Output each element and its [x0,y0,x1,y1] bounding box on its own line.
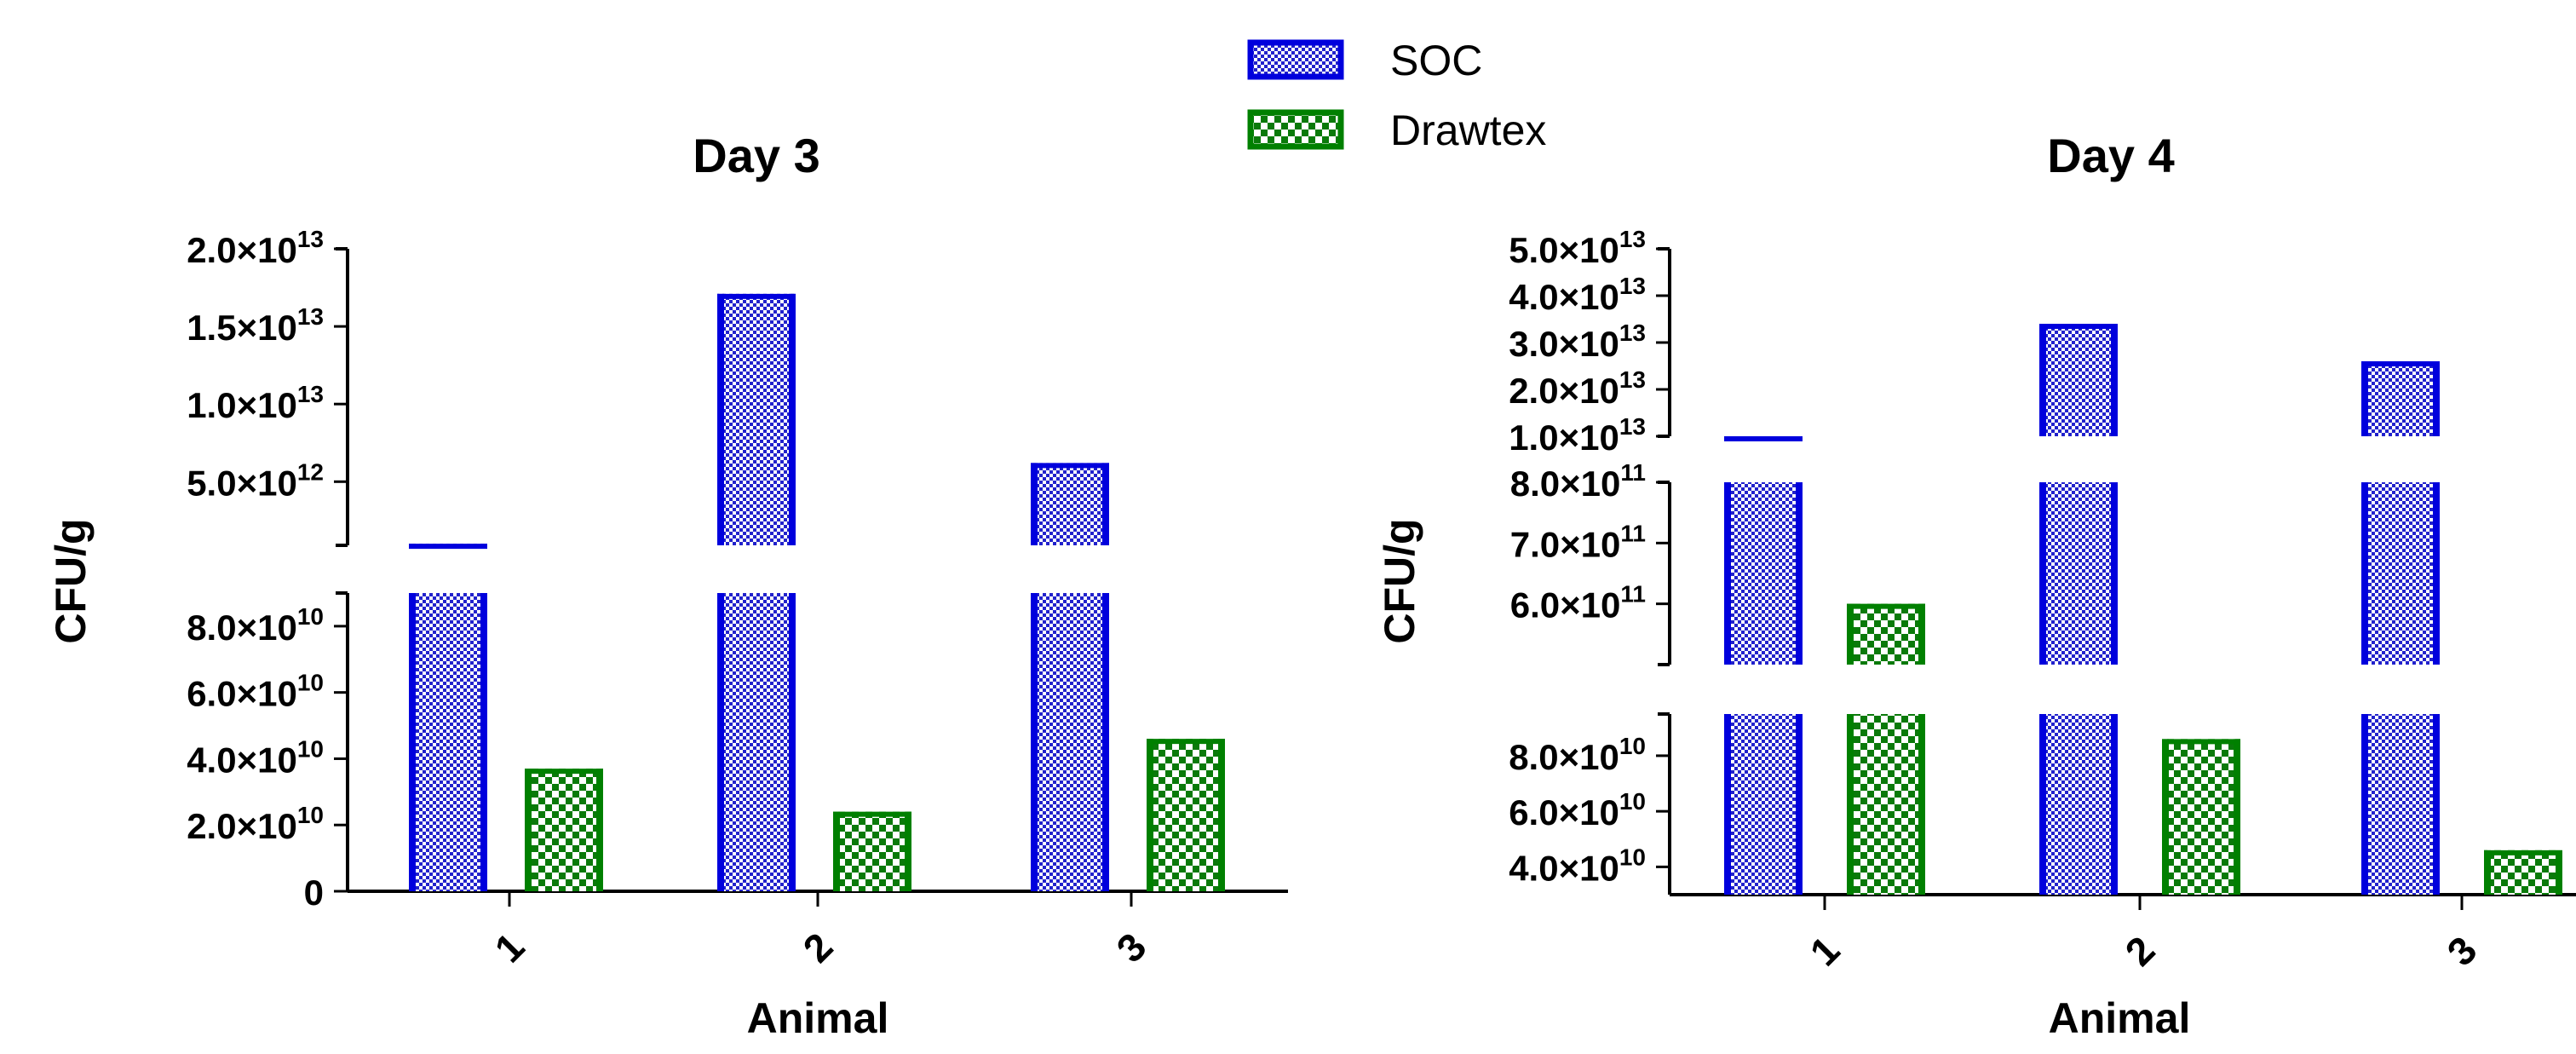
bars-day4 [1724,324,2562,895]
bar-drawtex-animal-1 [1847,714,1925,895]
y-tick-label: 3.0×1013 [1509,320,1646,364]
y-tick-label: 2.0×1010 [187,802,324,846]
bar-soc-animal-3 [1031,593,1109,891]
ylabel-day4: CFU/g [1376,518,1423,643]
x-tick-label: 2 [795,924,842,971]
ylabel-day3: CFU/g [47,518,95,643]
xlabel-day4: Animal [2049,994,2191,1042]
bar-soc-animal-1 [1724,482,1803,665]
y-tick-label: 4.0×1010 [187,735,324,780]
y-tick-label: 6.0×1011 [1510,581,1646,625]
y-tick-label: 7.0×1011 [1510,520,1646,564]
y-tick-label: 1.0×1013 [187,381,324,425]
chart-day3: Day 3 CFU/g Animal 0 2.0×1010 4.0×1010 6.0×… [47,129,1288,1042]
y-tick-label: 5.0×1013 [1509,226,1646,270]
y-tick-label: 5.0×1012 [187,458,324,503]
bar-soc-animal-3 [1031,463,1109,545]
xlabel-day3: Animal [747,994,889,1042]
bar-drawtex-animal-3 [2484,850,2562,895]
x-tick-label: 1 [1802,928,1849,975]
bars-day3 [409,293,1225,891]
x-tick-label: 3 [1108,924,1155,971]
x-tick-label: 3 [2439,928,2486,975]
axes-day4: 4.0×1010 6.0×1010 8.0×1010 6.0×1011 7.0×1011… [1509,226,2576,974]
bar-soc-animal-3 [2361,482,2440,665]
bar-drawtex-animal-3 [1147,739,1225,891]
bar-soc-animal-2 [717,593,796,891]
x-tick-label: 1 [486,924,533,971]
legend-label-soc: SOC [1390,37,1482,84]
bar-drawtex-animal-1 [1847,603,1925,665]
y-tick-label: 4.0×1013 [1509,273,1646,317]
bar-soc-animal-1 [409,593,487,891]
chart-title-day4: Day 4 [2047,129,2174,182]
y-tick-label: 1.0×1013 [1509,413,1646,458]
y-tick-label: 8.0×1010 [1509,733,1646,777]
legend-swatch-soc [1247,39,1344,80]
bar-drawtex-animal-2 [833,811,911,891]
chart-title-day3: Day 3 [693,129,819,182]
bar-drawtex-animal-2 [2162,739,2240,895]
y-tick-label: 6.0×1010 [187,670,324,714]
legend: SOC Drawtex [1247,37,1546,154]
legend-swatch-drawtex [1247,109,1344,150]
bar-soc-animal-1 [1724,714,1803,895]
y-tick-label: 2.0×1013 [1509,366,1646,411]
y-tick-label: 8.0×1010 [187,603,324,648]
y-tick-label: 2.0×1013 [187,226,324,270]
bar-drawtex-animal-1 [525,769,603,891]
chart-day4: Day 4 CFU/g Animal 4.0×1010 6.0×1010 8.0×1… [1376,129,2576,1042]
legend-label-drawtex: Drawtex [1390,107,1546,154]
x-tick-label: 2 [2117,928,2164,975]
bar-soc-animal-3 [2361,361,2440,436]
y-tick-label: 8.0×1011 [1510,459,1646,504]
bar-soc-animal-2 [2039,482,2118,665]
y-tick-label: 0 [304,873,324,913]
bar-soc-animal-2 [2039,324,2118,436]
bar-soc-animal-2 [2039,714,2118,895]
y-tick-label: 1.5×1013 [187,303,324,348]
y-tick-label: 6.0×1010 [1509,788,1646,832]
y-tick-label: 4.0×1010 [1509,844,1646,888]
bar-soc-animal-2 [717,293,796,545]
bar-soc-animal-3 [2361,714,2440,895]
